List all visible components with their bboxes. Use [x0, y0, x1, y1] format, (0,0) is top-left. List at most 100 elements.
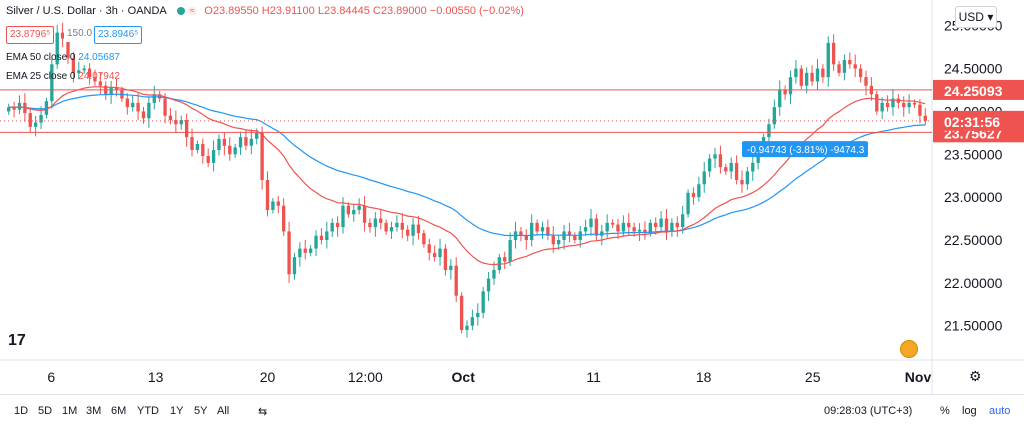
timeframe-ytd[interactable]: YTD	[137, 405, 159, 417]
candle	[783, 90, 787, 95]
candle	[98, 81, 103, 86]
candle	[691, 192, 696, 198]
candle	[875, 94, 879, 112]
countdown-tag-bg	[933, 110, 1024, 131]
candle	[902, 102, 906, 108]
candle	[891, 98, 895, 108]
candle	[729, 162, 733, 172]
candle	[848, 60, 852, 65]
status-icon: ≈	[187, 7, 198, 16]
candle	[249, 138, 253, 146]
candle	[60, 32, 65, 39]
ema25-line	[8, 86, 926, 266]
candle	[308, 248, 313, 253]
spread-value: 150.0	[64, 26, 96, 42]
ema50-legend[interactable]: EMA 50 close 0 24.05687	[6, 52, 120, 64]
timeframe-1m[interactable]: 1M	[62, 405, 78, 417]
candle	[379, 218, 383, 223]
candle	[217, 138, 221, 150]
candle	[287, 231, 291, 275]
x-tick-label: 20	[260, 369, 276, 385]
candle	[395, 222, 399, 228]
candle	[637, 229, 642, 232]
candle	[131, 102, 135, 108]
candle	[352, 210, 356, 215]
candle	[265, 180, 270, 210]
candle	[880, 102, 884, 112]
candle	[751, 162, 755, 172]
candle	[659, 218, 663, 228]
clock[interactable]: 09:28:03 (UTC+3)	[824, 405, 913, 417]
candle	[298, 248, 302, 258]
candle	[778, 90, 782, 108]
candle	[163, 98, 167, 116]
candle	[907, 102, 911, 108]
candle	[740, 180, 744, 185]
candle	[82, 68, 86, 71]
candle	[357, 205, 361, 210]
timeframe-3m[interactable]: 3M	[86, 405, 102, 417]
events-flag-icon[interactable]	[900, 340, 918, 358]
ema25-legend[interactable]: EMA 25 close 0 24.07942	[6, 71, 120, 83]
candle	[282, 205, 286, 232]
y-tick-label: 22.00000	[944, 275, 1003, 291]
timeframe-6m[interactable]: 6M	[111, 405, 127, 417]
timeframe-5y[interactable]: 5Y	[194, 405, 208, 417]
measure-label: -0.94743 (-3.81%) -9474.3	[747, 145, 865, 156]
market-open-icon	[177, 7, 186, 16]
candle	[222, 138, 227, 146]
candle	[858, 68, 863, 78]
log-toggle[interactable]: log	[962, 405, 977, 417]
sell-button[interactable]: 23.8796⁵	[6, 26, 55, 44]
candle	[411, 224, 415, 236]
candle	[810, 72, 814, 82]
candle	[28, 113, 32, 127]
candle	[562, 231, 566, 240]
candle	[788, 77, 793, 95]
x-tick-label: 11	[586, 369, 601, 385]
timeframe-1d[interactable]: 1D	[14, 405, 29, 417]
timeframe-1y[interactable]: 1Y	[170, 405, 184, 417]
candle	[567, 231, 572, 236]
candle	[923, 115, 927, 121]
candle	[918, 104, 922, 116]
candle	[610, 222, 615, 225]
buy-button[interactable]: 23.8946⁵	[94, 26, 143, 44]
candle	[33, 122, 38, 127]
candle	[546, 227, 550, 236]
candle	[675, 222, 679, 228]
timeframe-5d[interactable]: 5D	[38, 405, 53, 417]
candle	[346, 205, 351, 215]
candle	[443, 248, 448, 270]
symbol-title[interactable]: Silver / U.S. Dollar · 3h · OANDA	[6, 5, 167, 17]
x-tick-label: Nov	[905, 369, 932, 385]
candle	[432, 252, 437, 258]
candle	[724, 167, 728, 172]
candle	[255, 132, 259, 139]
candle	[195, 144, 200, 150]
currency-label: USD	[958, 10, 984, 24]
candle	[136, 102, 140, 112]
currency-selector[interactable]: USD ▾	[955, 6, 997, 28]
candle	[459, 295, 464, 330]
date-range-icon[interactable]: ⇆	[258, 406, 268, 418]
ema50-line	[8, 93, 926, 237]
candle	[271, 201, 275, 210]
candle	[416, 224, 421, 234]
auto-toggle[interactable]: auto	[989, 405, 1011, 417]
candle	[718, 154, 723, 168]
percent-toggle[interactable]: %	[940, 405, 950, 417]
chart-header: Silver / U.S. Dollar · 3h · OANDA ≈ O23.…	[6, 4, 524, 18]
y-tick-label: 23.50000	[944, 146, 1003, 162]
settings-gear-icon[interactable]: ⚙	[969, 368, 982, 384]
candle	[244, 137, 248, 146]
x-tick-label: 25	[805, 369, 821, 385]
candle	[826, 42, 830, 78]
candle	[373, 218, 378, 228]
candle	[427, 244, 431, 253]
candle	[384, 222, 388, 232]
candle	[831, 42, 836, 65]
candle	[211, 150, 216, 163]
timeframe-all[interactable]: All	[217, 405, 230, 417]
